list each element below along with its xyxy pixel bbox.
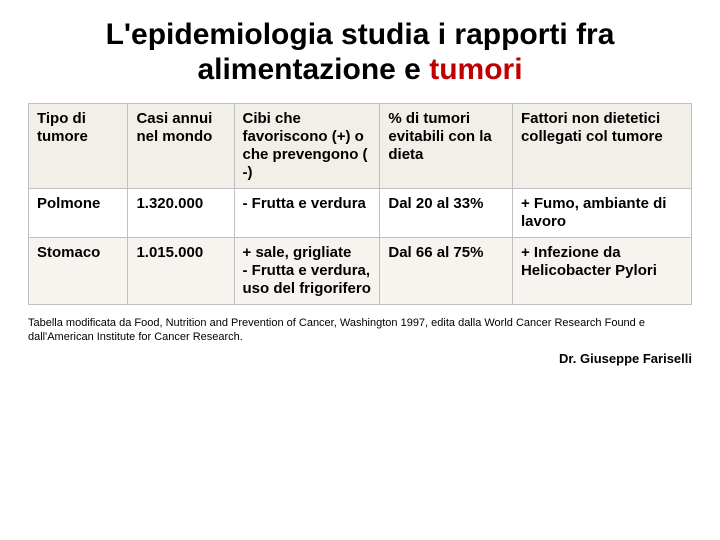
th-4: Fattori non dietetici collegati col tumo… <box>512 104 691 189</box>
title-line2-pre: alimentazione e <box>197 53 429 86</box>
title-line1: L'epidemiologia studia i rapporti fra <box>106 18 615 51</box>
footnote: Tabella modificata da Food, Nutrition an… <box>28 317 692 345</box>
th-1: Casi annui nel mondo <box>128 104 234 189</box>
th-0: Tipo di tumore <box>29 104 128 189</box>
cell-r0c2: - Frutta e verdura <box>234 189 380 238</box>
table-row: Stomaco 1.015.000 + sale, grigliate - Fr… <box>29 238 692 305</box>
th-2: Cibi che favoriscono (+) o che prevengon… <box>234 104 380 189</box>
data-table: Tipo di tumore Casi annui nel mondo Cibi… <box>28 103 692 305</box>
cell-r1c4: + Infezione da Helicobacter Pylori <box>512 238 691 305</box>
cell-r0c3: Dal 20 al 33% <box>380 189 513 238</box>
cell-r0c0: Polmone <box>29 189 128 238</box>
table-head: Tipo di tumore Casi annui nel mondo Cibi… <box>29 104 692 189</box>
table-row: Polmone 1.320.000 - Frutta e verdura Dal… <box>29 189 692 238</box>
cell-r0c1: 1.320.000 <box>128 189 234 238</box>
slide-title: L'epidemiologia studia i rapporti fra al… <box>28 18 692 87</box>
table-header-row: Tipo di tumore Casi annui nel mondo Cibi… <box>29 104 692 189</box>
cell-r1c2: + sale, grigliate - Frutta e verdura, us… <box>234 238 380 305</box>
author-credit: Dr. Giuseppe Fariselli <box>28 351 692 366</box>
cell-r0c4: + Fumo, ambiante di lavoro <box>512 189 691 238</box>
th-3: % di tumori evitabili con la dieta <box>380 104 513 189</box>
slide-container: L'epidemiologia studia i rapporti fra al… <box>0 0 720 540</box>
title-accent: tumori <box>429 53 522 86</box>
cell-r1c3: Dal 66 al 75% <box>380 238 513 305</box>
cell-r1c1: 1.015.000 <box>128 238 234 305</box>
table-body: Polmone 1.320.000 - Frutta e verdura Dal… <box>29 189 692 305</box>
cell-r1c0: Stomaco <box>29 238 128 305</box>
